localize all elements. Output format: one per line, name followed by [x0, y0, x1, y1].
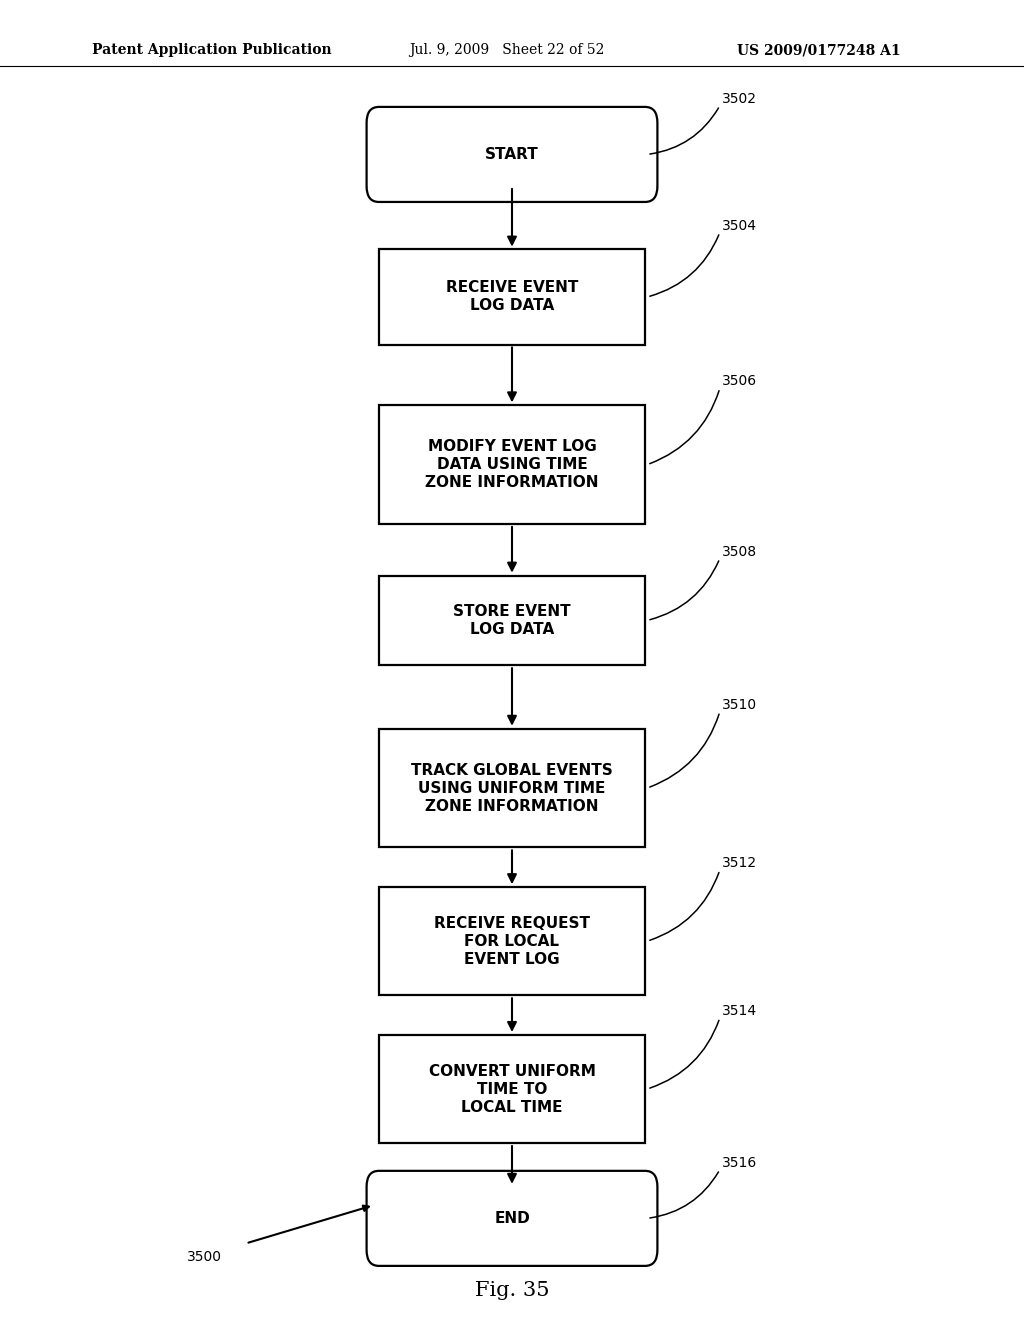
Bar: [379, 576, 645, 665]
Text: 3514: 3514: [722, 1005, 757, 1018]
Text: 3510: 3510: [722, 698, 757, 711]
Text: CONVERT UNIFORM
TIME TO
LOCAL TIME: CONVERT UNIFORM TIME TO LOCAL TIME: [429, 1064, 595, 1114]
Text: TRACK GLOBAL EVENTS
USING UNIFORM TIME
ZONE INFORMATION: TRACK GLOBAL EVENTS USING UNIFORM TIME Z…: [411, 763, 613, 813]
Text: RECEIVE REQUEST
FOR LOCAL
EVENT LOG: RECEIVE REQUEST FOR LOCAL EVENT LOG: [434, 916, 590, 966]
Text: RECEIVE EVENT
LOG DATA: RECEIVE EVENT LOG DATA: [445, 281, 579, 314]
Bar: [379, 1035, 645, 1143]
Text: 3506: 3506: [722, 375, 757, 388]
Text: Jul. 9, 2009   Sheet 22 of 52: Jul. 9, 2009 Sheet 22 of 52: [410, 44, 605, 57]
Bar: [379, 249, 645, 345]
Text: 3502: 3502: [722, 92, 757, 106]
Text: 3508: 3508: [722, 545, 757, 558]
Text: END: END: [495, 1210, 529, 1226]
FancyBboxPatch shape: [367, 107, 657, 202]
Bar: [379, 405, 645, 524]
Text: STORE EVENT
LOG DATA: STORE EVENT LOG DATA: [454, 605, 570, 636]
Text: 3504: 3504: [722, 219, 757, 232]
Text: Fig. 35: Fig. 35: [475, 1282, 549, 1300]
Bar: [379, 887, 645, 995]
Text: 3512: 3512: [722, 857, 757, 870]
Text: 3500: 3500: [187, 1250, 222, 1263]
Text: Patent Application Publication: Patent Application Publication: [92, 44, 332, 57]
Text: MODIFY EVENT LOG
DATA USING TIME
ZONE INFORMATION: MODIFY EVENT LOG DATA USING TIME ZONE IN…: [425, 440, 599, 490]
Text: 3516: 3516: [722, 1156, 757, 1170]
Bar: [379, 729, 645, 847]
Text: US 2009/0177248 A1: US 2009/0177248 A1: [737, 44, 901, 57]
Text: START: START: [485, 147, 539, 162]
FancyBboxPatch shape: [367, 1171, 657, 1266]
